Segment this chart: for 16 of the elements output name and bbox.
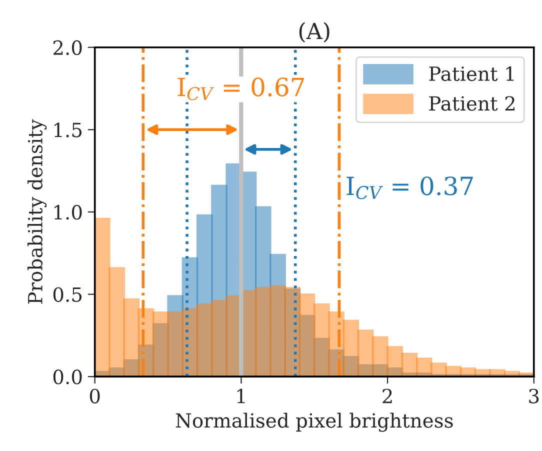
legend-label: Patient 2 <box>429 96 514 111</box>
annotation: I$_{CV}$ = 0.37 <box>346 176 473 200</box>
x-tick-label: 1 <box>237 388 245 404</box>
x-tick-label: 0 <box>90 388 100 404</box>
y-tick-label: 1.0 <box>54 204 82 220</box>
y-tick-label: 2.0 <box>53 40 82 56</box>
x-axis-title: Normalised pixel brightness <box>176 412 453 432</box>
y-axis-title: Probability density <box>27 119 47 304</box>
x-tick-label: 2 <box>382 388 392 404</box>
annotation: I$_{CV}$ = 0.67 <box>178 78 304 100</box>
y-tick-label: 1.5 <box>54 122 82 138</box>
x-tick-label: 3 <box>529 388 539 404</box>
legend-label: Patient 1 <box>429 66 514 82</box>
y-tick-label: 0.0 <box>53 370 82 384</box>
y-tick-label: 0.5 <box>53 287 82 302</box>
chart-title: (A) <box>299 22 330 42</box>
